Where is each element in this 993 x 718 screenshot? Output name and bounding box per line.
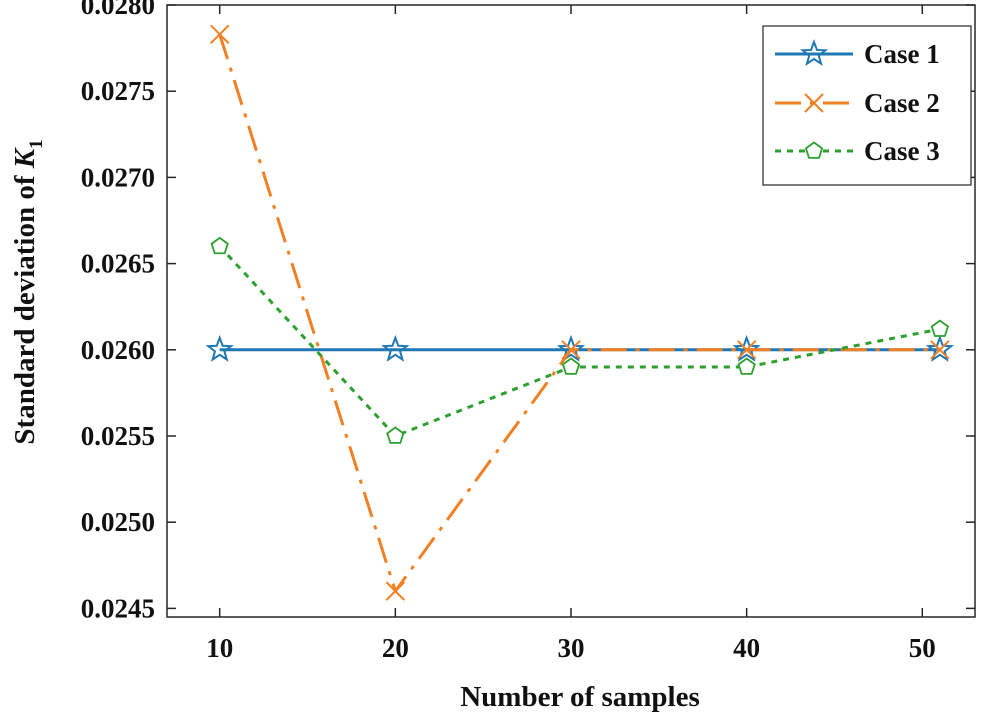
y-tick-label: 0.0255 — [81, 421, 155, 451]
legend-item: Case 1 — [775, 39, 940, 69]
y-tick-label: 0.0260 — [81, 335, 155, 365]
series-case-3-point — [737, 357, 756, 375]
series-case-2-point — [736, 340, 757, 360]
legend: Case 1 Case 2 Case 3 — [762, 25, 972, 186]
x-tick-label: 10 — [206, 633, 233, 663]
legend-label: Case 2 — [864, 88, 940, 118]
series-case-1-point — [925, 334, 955, 362]
series-case-3-point — [561, 357, 581, 375]
x-tick-label: 40 — [733, 633, 760, 663]
legend-marker — [804, 141, 824, 159]
x-axis-label: Number of samples — [460, 681, 700, 713]
y-tick-label: 0.0250 — [81, 507, 155, 537]
legend-item: Case 3 — [775, 136, 940, 166]
series-case-3-point — [386, 426, 405, 444]
series-case-2-point — [561, 340, 581, 360]
series-case-2-point — [385, 581, 406, 601]
y-axis-label: Standard deviation of K1 — [9, 139, 47, 444]
series-case-1-point — [381, 334, 410, 362]
y-tick-label: 0.0275 — [81, 76, 155, 106]
y-tick-label: 0.0280 — [81, 0, 155, 20]
series-case-3-point — [930, 319, 950, 337]
legend-item: Case 2 — [775, 88, 940, 118]
series-case-2-point — [930, 340, 950, 360]
x-tick-label: 50 — [909, 633, 936, 663]
legend-marker — [799, 39, 829, 67]
series-case-1-point — [205, 334, 234, 362]
series-case-1-point — [556, 334, 586, 362]
legend-marker — [804, 93, 824, 113]
x-tick-label: 20 — [382, 633, 409, 663]
x-tick-label: 30 — [558, 633, 585, 663]
series-case-2-point — [209, 24, 230, 45]
legend-label: Case 3 — [864, 136, 940, 166]
y-tick-label: 0.0265 — [81, 249, 155, 279]
series-case-3 — [210, 236, 950, 444]
series-case-1-point — [732, 334, 761, 362]
series-case-2 — [209, 24, 950, 601]
y-tick-label: 0.0245 — [81, 593, 155, 623]
x-axis: 10 20 30 40 50 — [206, 5, 936, 663]
y-axis-label-prefix: Standard deviation of — [9, 168, 41, 444]
y-axis-label-subscript: 1 — [26, 139, 47, 149]
series-layer — [205, 24, 955, 601]
legend-label: Case 1 — [864, 39, 940, 69]
series-case-3-point — [210, 236, 229, 255]
y-axis: 0.0245 0.0250 0.0255 0.0260 0.0265 0.0270 0.02… — [81, 0, 975, 623]
y-tick-label: 0.0270 — [81, 162, 155, 192]
y-axis-label-variable: K — [9, 147, 41, 169]
